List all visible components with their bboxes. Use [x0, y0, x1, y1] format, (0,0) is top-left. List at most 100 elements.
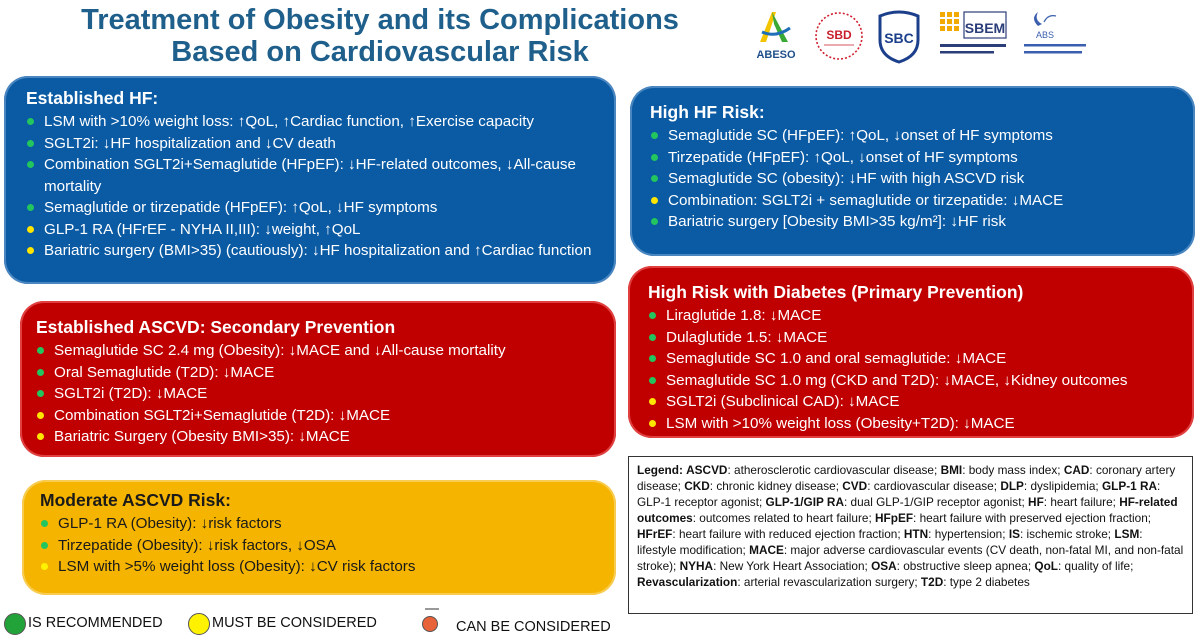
sbc-logo: SBC [878, 10, 920, 64]
moderate-ascvd-title: Moderate ASCVD Risk: [40, 490, 231, 510]
legend-term: CAD [1063, 463, 1090, 477]
green-dot-icon [649, 333, 656, 341]
orange-circle-icon [422, 616, 438, 632]
high-hf-risk-title: High HF Risk: [650, 102, 765, 122]
list-item: LSM with >10% weight loss (Obesity+T2D):… [648, 413, 1180, 435]
list-item: Semaglutide or tirzepatide (HFpEF): ↑QoL… [26, 197, 600, 219]
high-risk-diabetes-title: High Risk with Diabetes (Primary Prevent… [648, 282, 1024, 302]
legend-label: Legend: [637, 463, 683, 477]
green-dot-icon [37, 390, 44, 397]
green-dot-icon [649, 312, 656, 319]
moderate-ascvd-box: Moderate ASCVD Risk: GLP-1 RA (Obesity):… [22, 480, 616, 595]
sbem-logo: SBEM [940, 11, 1007, 54]
key-recommended-label: IS RECOMMENDED [28, 615, 163, 631]
key-recommended: IS RECOMMENDED [4, 612, 174, 640]
legend-definition: : quality of life; [1057, 559, 1134, 573]
legend-term: Revascularization [637, 575, 738, 589]
green-dot-icon [37, 347, 44, 354]
legend-term: DLP [1000, 479, 1024, 493]
green-circle-icon [4, 613, 26, 635]
page-title: Treatment of Obesity and its Complicatio… [20, 4, 740, 68]
list-item: Semaglutide SC 2.4 mg (Obesity): ↓MACE a… [36, 340, 602, 362]
high-hf-risk-box: High HF Risk: Semaglutide SC (HFpEF): ↑Q… [630, 86, 1195, 256]
legend-definition: : heart failure with preserved ejection … [913, 511, 1152, 525]
green-dot-icon [651, 132, 658, 139]
yellow-dot-icon [41, 563, 48, 570]
svg-text:ABESO: ABESO [756, 49, 796, 61]
list-item: GLP-1 RA (HFrEF - NYHA II,III): ↓weight,… [26, 219, 600, 241]
svg-text:ABS: ABS [1036, 30, 1054, 40]
list-item: Dulaglutide 1.5: ↓MACE [648, 327, 1180, 349]
svg-text:SBC: SBC [884, 30, 914, 46]
legend-term: HTN [903, 527, 929, 541]
green-dot-icon [27, 118, 34, 125]
abs-logo: ABS [1024, 12, 1086, 54]
list-item: SGLT2i: ↓HF hospitalization and ↓CV deat… [26, 133, 600, 155]
list-item: SGLT2i (Subclinical CAD): ↓MACE [648, 391, 1180, 413]
legend-definition: : type 2 diabetes [943, 575, 1030, 589]
established-hf-box: Established HF: LSM with >10% weight los… [4, 76, 616, 284]
list-item: LSM with >5% weight loss (Obesity): ↓CV … [40, 556, 602, 578]
green-dot-icon [41, 520, 48, 527]
list-item: Oral Semaglutide (T2D): ↓MACE [36, 362, 602, 384]
abeso-logo: ABESO [756, 12, 796, 61]
legend-definition: : cardiovascular disease; [867, 479, 998, 493]
legend-definition: : lifestyle modification; [637, 527, 1143, 557]
green-dot-icon [651, 218, 658, 225]
list-item: LSM with >10% weight loss: ↑QoL, ↑Cardia… [26, 111, 600, 133]
legend-term: GLP-1 RA [1101, 479, 1158, 493]
list-item: Combination SGLT2i+Semaglutide (T2D): ↓M… [36, 405, 602, 427]
key-can: CAN BE CONSIDERED [420, 608, 620, 640]
legend-definition: : GLP-1 receptor agonist; [637, 479, 1161, 509]
abbreviation-legend: Legend: ASCVD: atherosclerotic cardiovas… [628, 456, 1193, 614]
green-dot-icon [649, 355, 656, 362]
list-item: GLP-1 RA (Obesity): ↓risk factors [40, 513, 602, 535]
legend-term: BMI [940, 463, 963, 477]
green-dot-icon [27, 204, 34, 211]
legend-term: CKD [684, 479, 710, 493]
key-can-label: CAN BE CONSIDERED [456, 619, 611, 635]
yellow-dot-icon [651, 196, 658, 204]
legend-term: CVD [842, 479, 868, 493]
list-item: Liraglutide 1.8: ↓MACE [648, 305, 1180, 327]
yellow-dot-icon [27, 225, 34, 233]
yellow-dot-icon [37, 411, 44, 419]
legend-definition: : arterial revascularization surgery; [737, 575, 918, 589]
legend-definition: : heart failure with reduced ejection fr… [672, 527, 901, 541]
yellow-dot-icon [37, 433, 44, 440]
green-dot-icon [37, 368, 44, 376]
established-hf-title: Established HF: [26, 88, 159, 108]
legend-definition: : major adverse cardiovascular events (C… [637, 543, 1184, 573]
legend-definition: : coronary artery disease; [637, 463, 1176, 493]
legend-term: ASCVD [686, 463, 728, 477]
legend-entries: ASCVD: atherosclerotic cardiovascular di… [637, 463, 1183, 589]
legend-term: QoL [1034, 559, 1058, 573]
legend-term: HFrEF [637, 527, 673, 541]
key-must: MUST BE CONSIDERED [188, 612, 388, 640]
list-item: Semaglutide SC 1.0 and oral semaglutide:… [648, 348, 1180, 370]
legend-term: LSM [1114, 527, 1140, 541]
yellow-dot-icon [649, 419, 656, 427]
legend-term: GLP-1/GIP RA [765, 495, 844, 509]
list-item: Semaglutide SC 1.0 mg (CKD and T2D): ↓MA… [648, 370, 1180, 392]
legend-term: OSA [871, 559, 897, 573]
legend-term: HFpEF [875, 511, 914, 525]
list-item: Bariatric surgery [Obesity BMI>35 kg/m²]… [650, 211, 1181, 233]
green-dot-icon [651, 153, 658, 161]
legend-definition: : New York Heart Association; [713, 559, 868, 573]
svg-text:SBD: SBD [826, 28, 852, 42]
legend-term: HF-related outcomes [637, 495, 1178, 525]
list-item: Combination: SGLT2i + semaglutide or tir… [650, 190, 1181, 212]
high-risk-diabetes-box: High Risk with Diabetes (Primary Prevent… [628, 266, 1194, 438]
legend-term: HF [1028, 495, 1044, 509]
key-must-label: MUST BE CONSIDERED [212, 615, 377, 631]
legend-definition: : obstructive sleep apnea; [896, 559, 1032, 573]
legend-definition: : dyslipidemia; [1023, 479, 1099, 493]
list-item: Bariatric Surgery (Obesity BMI>35): ↓MAC… [36, 426, 602, 448]
list-item: Tirzepatide (Obesity): ↓risk factors, ↓O… [40, 535, 602, 557]
list-item: Combination SGLT2i+Semaglutide (HFpEF): … [26, 154, 600, 197]
legend-term: T2D [920, 575, 944, 589]
legend-definition: : body mass index; [962, 463, 1061, 477]
yellow-circle-icon [188, 613, 210, 635]
legend-term: NYHA [679, 559, 714, 573]
